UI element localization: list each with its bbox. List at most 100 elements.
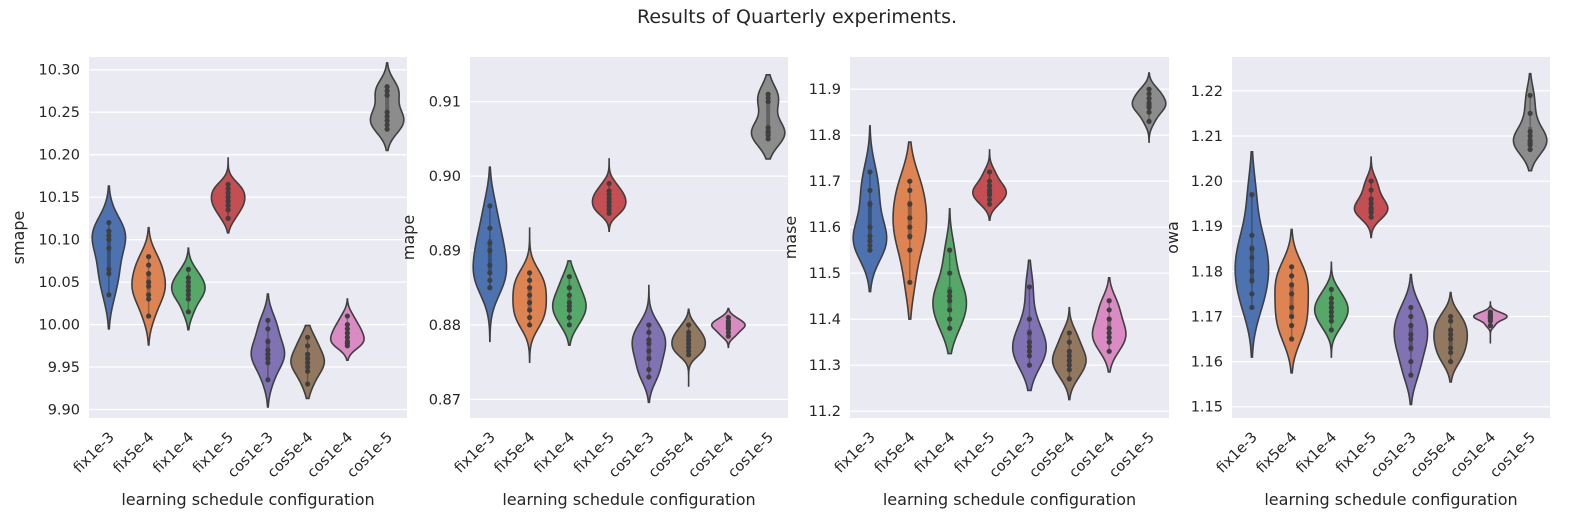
data-point — [1289, 264, 1295, 270]
data-point — [1408, 313, 1414, 320]
data-point — [606, 206, 612, 213]
x-tick-label: fix1e-3 — [452, 430, 499, 477]
data-point — [947, 316, 953, 322]
data-point — [1249, 268, 1255, 274]
x-tick-label: fix1e-3 — [832, 430, 879, 477]
data-point — [867, 187, 873, 193]
y-tick-label: 10.15 — [38, 190, 80, 206]
data-point — [1106, 325, 1112, 331]
data-point — [1106, 307, 1112, 313]
data-point — [1527, 110, 1533, 117]
data-point — [527, 322, 533, 328]
data-point — [566, 303, 572, 309]
plot-background — [1232, 57, 1550, 418]
data-point — [1289, 282, 1295, 288]
y-axis-label: mase — [781, 216, 800, 260]
data-point — [947, 270, 953, 276]
data-point — [265, 338, 271, 345]
plot-background — [89, 57, 407, 418]
data-point — [686, 322, 692, 328]
x-axis-label: learning schedule configuration — [1264, 490, 1517, 509]
y-tick-label: 9.95 — [48, 360, 80, 376]
data-point — [146, 254, 152, 260]
data-point — [1106, 316, 1112, 322]
data-point — [867, 224, 873, 230]
y-tick-label: 1.20 — [1191, 174, 1223, 190]
y-tick-label: 10.20 — [38, 148, 80, 164]
data-point — [305, 355, 311, 362]
data-point — [1328, 286, 1334, 292]
data-point — [265, 360, 271, 366]
data-point — [907, 187, 913, 193]
data-point — [1527, 128, 1533, 135]
data-point — [225, 194, 231, 200]
data-point — [265, 355, 271, 362]
data-point — [344, 326, 350, 332]
data-point — [686, 340, 692, 347]
x-tick-label: fix1e-4 — [912, 430, 959, 477]
data-point — [344, 313, 350, 319]
data-point — [1026, 344, 1033, 350]
data-point — [265, 326, 271, 332]
data-point — [725, 314, 731, 321]
data-point — [986, 169, 993, 175]
y-tick-label: 10.00 — [38, 318, 80, 334]
data-point — [765, 91, 771, 97]
data-point — [867, 242, 873, 249]
data-point — [1146, 118, 1152, 124]
data-point — [1146, 86, 1152, 92]
data-point — [1448, 345, 1454, 351]
data-point — [947, 288, 953, 295]
data-point — [146, 262, 152, 268]
data-point — [1106, 339, 1112, 345]
data-point — [146, 313, 152, 319]
x-tick-label: fix1e-4 — [531, 430, 578, 477]
data-point — [986, 190, 993, 196]
data-point — [1448, 349, 1454, 356]
data-point — [1066, 330, 1072, 336]
data-point — [947, 325, 953, 331]
data-point — [566, 314, 572, 321]
data-point — [146, 283, 152, 289]
data-point — [1066, 353, 1072, 359]
data-point — [225, 186, 231, 192]
data-point — [1106, 330, 1112, 336]
data-point — [384, 92, 390, 98]
data-point — [1106, 298, 1112, 304]
data-point — [106, 245, 112, 251]
data-point — [1249, 192, 1255, 198]
data-point — [1249, 255, 1255, 261]
data-point — [867, 169, 873, 175]
data-point — [487, 247, 493, 254]
data-point — [1066, 376, 1072, 382]
data-point — [986, 196, 993, 203]
y-tick-label: 1.16 — [1191, 355, 1223, 371]
data-point — [686, 337, 692, 343]
data-point — [1249, 291, 1255, 297]
data-point — [225, 207, 231, 213]
data-point — [765, 95, 771, 101]
y-tick-label: 11.2 — [809, 404, 841, 420]
x-tick-label: fix1e-4 — [1293, 430, 1340, 477]
data-point — [225, 203, 231, 209]
data-point — [146, 279, 152, 285]
data-point — [1328, 304, 1334, 311]
data-point — [765, 130, 771, 136]
y-tick-label: 0.90 — [429, 169, 461, 185]
data-point — [1289, 313, 1295, 320]
subplot-smape: 9.90 9.95 10.00 10.05 10.10 10.15 10.20 10.25 10… — [9, 57, 407, 509]
x-tick-label: fix5e-4 — [872, 430, 919, 477]
data-point — [1448, 358, 1454, 365]
data-point — [1448, 313, 1454, 320]
data-point — [1289, 291, 1295, 297]
data-point — [1487, 309, 1493, 315]
data-point — [527, 307, 533, 313]
y-tick-label: 10.25 — [38, 105, 80, 121]
data-point — [185, 275, 191, 281]
y-tick-label: 10.30 — [38, 63, 80, 79]
data-point — [106, 271, 112, 277]
y-tick-label: 11.3 — [809, 358, 841, 374]
data-point — [1328, 309, 1334, 315]
y-tick-label: 1.21 — [1191, 129, 1223, 145]
